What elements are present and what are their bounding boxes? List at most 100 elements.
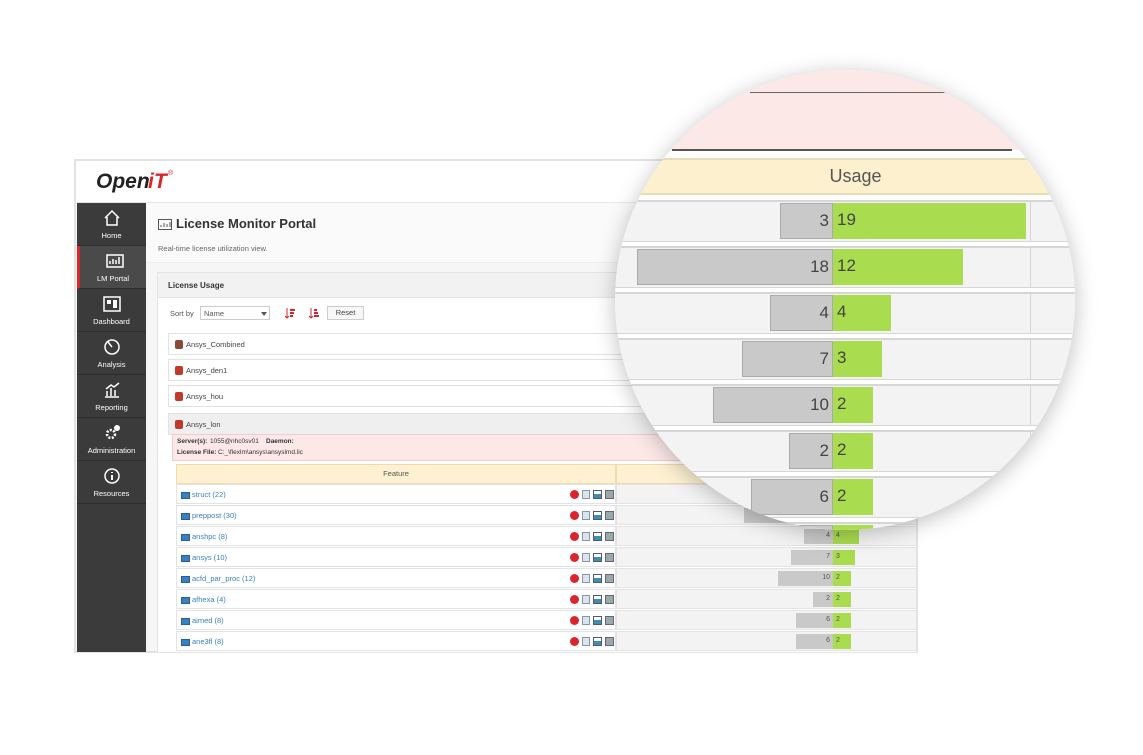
mine-label: 2 [836, 616, 840, 623]
mag-mine-label: 2 [837, 394, 847, 413]
mag-other-label: 7 [819, 349, 829, 368]
mine-label: 4 [836, 532, 840, 539]
mag-mine-label: 12 [837, 256, 856, 275]
nav-label: Administration [87, 446, 136, 455]
image-icon[interactable] [605, 616, 614, 625]
mag-cell-divider [1030, 384, 1031, 426]
mine-bar: 2 [833, 634, 852, 649]
mag-rule [672, 149, 1012, 151]
mag-mine-bar: 2 [833, 479, 873, 515]
nav-icon [103, 209, 121, 227]
nav-item[interactable]: Dashboard [77, 289, 146, 332]
mag-mine-label: 3 [837, 348, 847, 367]
feature-link[interactable]: struct (22) [192, 490, 226, 499]
chart-icon[interactable] [593, 616, 602, 625]
select-arrow [261, 312, 267, 316]
mag-other-label: 2 [819, 441, 829, 460]
nav-label: Home [101, 231, 122, 240]
feature-link[interactable]: ane3fl (8) [192, 637, 224, 646]
image-icon[interactable] [605, 511, 614, 520]
nav-label: Reporting [95, 403, 128, 412]
usage-cell [616, 589, 917, 609]
doc-icon[interactable] [582, 574, 590, 583]
doc-icon[interactable] [582, 532, 590, 541]
alert-icon[interactable] [570, 637, 579, 646]
table-icon [181, 555, 190, 562]
group-icon [175, 392, 183, 401]
feature-cell: preppost (30) [176, 505, 616, 525]
mag-mine-label: 2 [837, 440, 847, 459]
chart-icon[interactable] [593, 511, 602, 520]
other-bar: 10 [778, 571, 833, 586]
license-label: License File: [177, 449, 217, 456]
alert-icon[interactable] [570, 490, 579, 499]
doc-icon[interactable] [582, 637, 590, 646]
doc-icon[interactable] [582, 553, 590, 562]
feature-link[interactable]: aimed (8) [192, 616, 224, 625]
chart-icon[interactable] [593, 553, 602, 562]
mine-label: 2 [836, 637, 840, 644]
alert-icon[interactable] [570, 553, 579, 562]
nav-icon [106, 252, 124, 270]
feature-cell: anshpc (8) [176, 526, 616, 546]
alert-icon[interactable] [570, 574, 579, 583]
sort-select[interactable]: Name [200, 306, 270, 320]
mag-usage-header: Usage [640, 158, 1050, 195]
group-icon [175, 366, 183, 375]
nav-icon [103, 295, 121, 313]
sort-desc[interactable] [308, 306, 319, 319]
doc-icon[interactable] [582, 511, 590, 520]
chart-icon[interactable] [593, 637, 602, 646]
nav-item[interactable]: Analysis [77, 332, 146, 375]
mine-bar: 3 [833, 550, 856, 565]
alert-icon[interactable] [570, 511, 579, 520]
reset-button[interactable]: Reset [327, 306, 364, 320]
doc-icon[interactable] [582, 490, 590, 499]
image-icon[interactable] [605, 553, 614, 562]
sort-asc[interactable] [284, 306, 295, 319]
chart-icon[interactable] [593, 490, 602, 499]
feature-link[interactable]: acfd_par_proc (12) [192, 574, 256, 583]
mag-other-bar: 10 [713, 387, 833, 423]
daemon-label: Daemon: [266, 438, 294, 445]
doc-icon[interactable] [582, 616, 590, 625]
chart-icon[interactable] [593, 532, 602, 541]
nav-item[interactable]: Reporting [77, 375, 146, 418]
group-name: Ansys_hou [186, 392, 224, 401]
feature-link[interactable]: afhexa (4) [192, 595, 226, 604]
image-icon[interactable] [605, 532, 614, 541]
alert-icon[interactable] [570, 616, 579, 625]
feature-link[interactable]: preppost (30) [192, 511, 237, 520]
mine-bar: 4 [833, 529, 860, 544]
nav-item[interactable]: Resources [77, 461, 146, 504]
alert-icon[interactable] [570, 595, 579, 604]
doc-icon[interactable] [582, 595, 590, 604]
image-icon[interactable] [605, 595, 614, 604]
mag-mine-bar: 2 [833, 387, 873, 423]
nav-item[interactable]: LM Portal [77, 246, 146, 289]
chart-icon[interactable] [593, 595, 602, 604]
other-bar: 7 [791, 550, 833, 565]
mag-cell-divider [1030, 522, 1031, 530]
mag-rule [750, 92, 1010, 93]
other-label: 6 [826, 616, 830, 623]
group-name: Ansys_Combined [186, 340, 245, 349]
image-icon[interactable] [605, 637, 614, 646]
image-icon[interactable] [605, 490, 614, 499]
nav-item[interactable]: Administration [77, 418, 146, 461]
group-icon [175, 420, 183, 429]
alert-icon[interactable] [570, 532, 579, 541]
other-label: 2 [826, 595, 830, 602]
usage-cell [616, 568, 917, 588]
feature-cell: ansys (10) [176, 547, 616, 567]
chart-icon[interactable] [593, 574, 602, 583]
group-icon [175, 340, 183, 349]
feature-link[interactable]: ansys (10) [192, 553, 228, 562]
page-title: License Monitor Portal [176, 216, 317, 231]
feature-link[interactable]: anshpc (8) [192, 532, 228, 541]
mine-label: 2 [836, 574, 840, 581]
other-label: 4 [826, 532, 830, 539]
image-icon[interactable] [605, 574, 614, 583]
nav-item[interactable]: Home [77, 203, 146, 246]
